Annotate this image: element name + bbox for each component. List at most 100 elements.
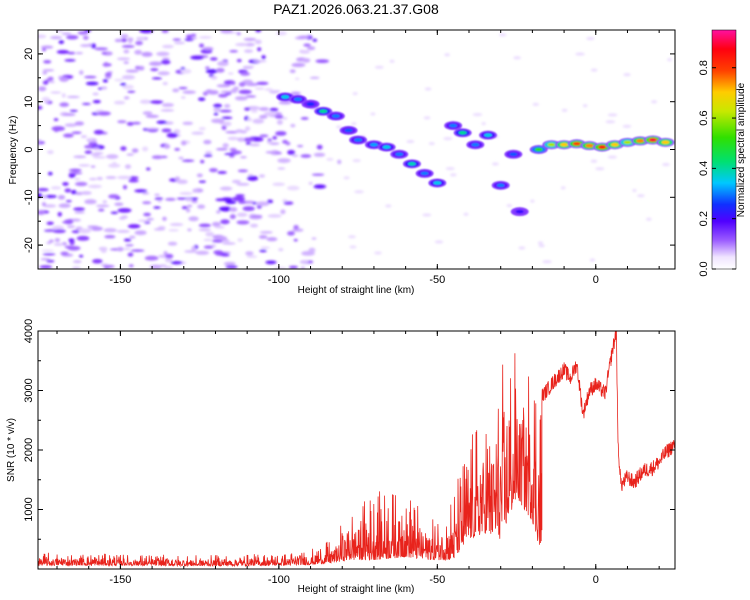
snr-xtick-label: -150 xyxy=(109,574,131,586)
noise-blob xyxy=(267,199,274,204)
spec-xtick-label: -50 xyxy=(429,274,445,286)
noise-blob xyxy=(126,121,134,126)
noise-blob xyxy=(51,126,66,132)
noise-blob-faint xyxy=(374,65,384,69)
noise-blob xyxy=(229,214,236,220)
noise-blob xyxy=(176,197,187,200)
noise-blob xyxy=(163,144,171,149)
noise-blob xyxy=(154,193,160,197)
noise-blob xyxy=(211,118,225,124)
noise-blob xyxy=(300,117,309,120)
noise-blob xyxy=(66,35,79,40)
noise-blob xyxy=(80,135,88,139)
noise-blob xyxy=(162,57,170,61)
noise-blob xyxy=(308,247,316,253)
noise-blob xyxy=(61,93,66,98)
noise-blob xyxy=(160,109,175,112)
noise-blob xyxy=(244,65,255,68)
noise-blob xyxy=(137,36,146,41)
track-core xyxy=(648,138,657,142)
noise-blob xyxy=(156,120,168,124)
track-core xyxy=(331,114,340,118)
noise-blob-faint xyxy=(561,108,568,112)
noise-blob xyxy=(205,69,218,74)
noise-blob xyxy=(66,225,76,229)
noise-blob xyxy=(94,47,108,51)
noise-blob xyxy=(254,87,265,90)
noise-blob xyxy=(79,254,84,258)
noise-blob-faint xyxy=(607,113,618,117)
noise-blob xyxy=(50,186,62,190)
noise-blob xyxy=(125,244,134,247)
snr-ytick-label: 3000 xyxy=(23,378,35,402)
noise-blob xyxy=(227,136,239,141)
noise-blob xyxy=(127,37,134,42)
noise-blob xyxy=(287,150,296,155)
noise-blob xyxy=(128,264,134,268)
noise-blob xyxy=(169,223,184,227)
noise-blob xyxy=(216,210,221,214)
noise-blob-faint xyxy=(667,58,672,62)
noise-blob xyxy=(85,81,99,86)
noise-blob xyxy=(71,190,77,195)
noise-blob xyxy=(74,121,85,126)
noise-blob xyxy=(184,38,194,41)
noise-blob xyxy=(230,150,242,155)
noise-blob xyxy=(170,261,183,265)
spec-ytick-label: 0 xyxy=(23,146,35,152)
noise-blob xyxy=(293,224,299,230)
noise-blob xyxy=(48,172,53,176)
noise-blob xyxy=(124,164,132,169)
noise-blob xyxy=(221,116,233,120)
noise-blob xyxy=(117,175,132,180)
snr-background xyxy=(38,331,675,569)
snr-xtick-label: -50 xyxy=(429,574,445,586)
noise-blob xyxy=(245,142,251,145)
noise-blob xyxy=(64,219,74,225)
noise-blob xyxy=(220,219,230,225)
noise-blob xyxy=(191,246,196,251)
noise-blob xyxy=(90,43,96,49)
noise-blob xyxy=(205,66,210,70)
noise-blob xyxy=(149,100,164,104)
noise-blob xyxy=(58,40,65,44)
colorbar-ticks: 0.0 0.2 0.4 0.6 0.8 xyxy=(698,60,736,277)
noise-blob-faint xyxy=(530,199,535,203)
noise-blob xyxy=(42,80,49,85)
noise-blob xyxy=(79,70,84,75)
noise-blob-faint xyxy=(347,235,356,239)
noise-blob xyxy=(236,182,250,186)
noise-blob xyxy=(61,242,68,246)
track-core xyxy=(407,162,416,166)
spectrogram-xlabel: Height of straight line (km) xyxy=(298,285,415,296)
noise-blob xyxy=(60,251,69,256)
noise-blob xyxy=(236,220,250,225)
noise-blob xyxy=(222,143,229,148)
noise-blob xyxy=(46,241,52,244)
noise-blob xyxy=(48,239,54,243)
noise-blob xyxy=(218,93,228,98)
noise-blob xyxy=(39,265,53,269)
noise-blob xyxy=(38,139,42,144)
noise-blob xyxy=(286,185,300,191)
noise-blob xyxy=(123,61,129,64)
noise-blob xyxy=(236,58,242,63)
noise-blob xyxy=(303,43,311,47)
noise-blob xyxy=(78,228,91,234)
noise-blob xyxy=(220,90,232,94)
noise-blob xyxy=(185,207,191,213)
noise-blob xyxy=(88,137,93,141)
noise-blob xyxy=(127,90,136,93)
noise-blob xyxy=(46,229,56,232)
noise-blob xyxy=(167,241,178,246)
noise-blob xyxy=(223,261,236,266)
noise-blob xyxy=(220,30,233,34)
noise-blob xyxy=(267,214,282,218)
track-core xyxy=(354,138,363,142)
noise-blob xyxy=(123,49,130,54)
noise-blob-faint xyxy=(622,124,632,128)
noise-blob xyxy=(53,242,64,246)
noise-blob xyxy=(117,120,127,124)
noise-blob xyxy=(127,252,134,257)
noise-blob xyxy=(263,111,277,117)
